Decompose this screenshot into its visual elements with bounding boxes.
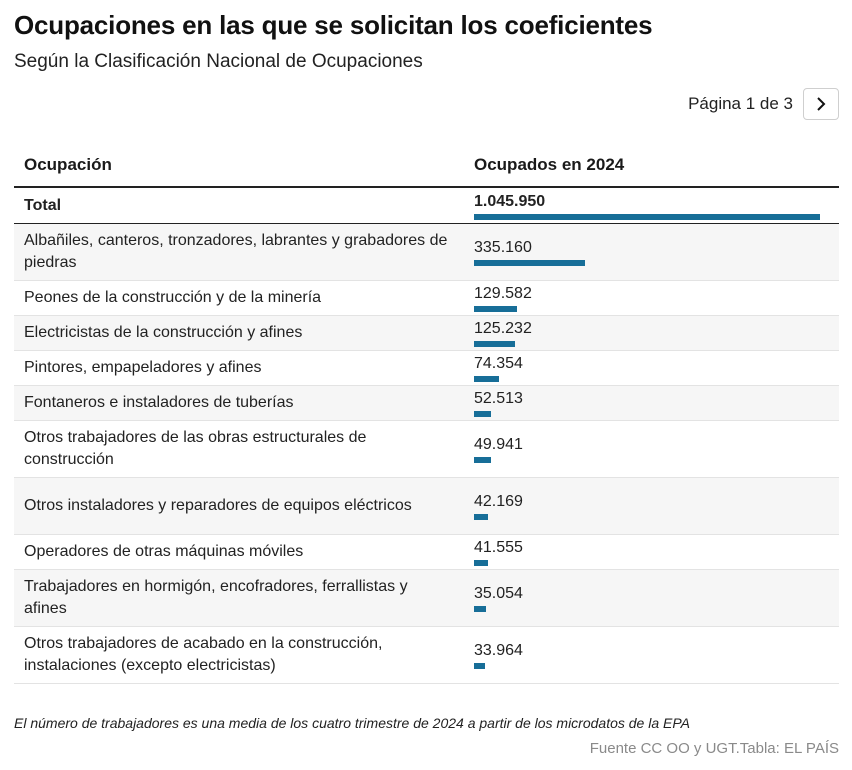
table-row: Operadores de otras máquinas móviles 41.5…	[14, 534, 839, 570]
employed-value-cell: 335.160	[464, 223, 839, 281]
occupation-label: Electricistas de la construcción y afine…	[14, 315, 464, 351]
table-row: Otros instaladores y reparadores de equi…	[14, 477, 839, 535]
occupation-label: Otros trabajadores de las obras estructu…	[14, 420, 464, 478]
occupation-label: Fontaneros e instaladores de tuberías	[14, 385, 464, 421]
source-credit: Fuente CC OO y UGT.Tabla: EL PAÍS	[589, 740, 839, 757]
column-header-occupation: Ocupación	[14, 145, 464, 188]
employed-value-cell: 33.964	[464, 626, 839, 684]
occupation-label: Peones de la construcción y de la minerí…	[14, 280, 464, 316]
value-bar	[474, 663, 485, 669]
value-bar	[474, 411, 491, 417]
occupation-label: Otros trabajadores de acabado en la cons…	[14, 626, 464, 684]
table-header-row: Ocupación Ocupados en 2024	[14, 145, 839, 188]
total-bar	[474, 213, 820, 220]
chart-subtitle: Según la Clasificación Nacional de Ocupa…	[14, 51, 423, 72]
employed-value: 129.582	[474, 285, 532, 302]
table-row: Otros trabajadores de las obras estructu…	[14, 420, 839, 478]
employed-value-cell: 41.555	[464, 534, 839, 570]
employed-value: 41.555	[474, 539, 523, 556]
column-header-employed: Ocupados en 2024	[464, 145, 839, 188]
chevron-right-icon	[817, 97, 826, 111]
value-bar	[474, 341, 515, 347]
total-value: 1.045.950	[474, 192, 546, 210]
footnote: El número de trabajadores es una media d…	[14, 715, 690, 731]
value-bar	[474, 606, 486, 612]
employed-value: 33.964	[474, 642, 523, 659]
total-value-cell: 1.045.950	[464, 187, 839, 224]
value-bar	[474, 560, 488, 566]
employed-value-cell: 125.232	[464, 315, 839, 351]
table-row: Peones de la construcción y de la minerí…	[14, 280, 839, 316]
employed-value-cell: 42.169	[464, 477, 839, 535]
employed-value-cell: 52.513	[464, 385, 839, 421]
employed-value-cell: 74.354	[464, 350, 839, 386]
pagination-label: Página 1 de 3	[688, 94, 793, 113]
employed-value: 335.160	[474, 239, 532, 256]
occupation-label: Otros instaladores y reparadores de equi…	[14, 477, 464, 535]
occupations-table: Ocupación Ocupados en 2024 Total 1.045.9…	[14, 145, 839, 684]
value-bar	[474, 260, 585, 266]
occupation-label: Operadores de otras máquinas móviles	[14, 534, 464, 570]
table-row: Albañiles, canteros, tronzadores, labran…	[14, 223, 839, 281]
employed-value: 52.513	[474, 390, 523, 407]
employed-value-cell: 35.054	[464, 569, 839, 627]
employed-value: 49.941	[474, 436, 523, 453]
value-bar	[474, 457, 491, 463]
chart-title: Ocupaciones en las que se solicitan los …	[14, 10, 653, 40]
occupation-label: Pintores, empapeladores y afines	[14, 350, 464, 386]
occupation-label: Trabajadores en hormigón, encofradores, …	[14, 569, 464, 627]
table-row: Trabajadores en hormigón, encofradores, …	[14, 569, 839, 627]
pagination: Página 1 de 3	[688, 88, 839, 120]
employed-value: 74.354	[474, 355, 523, 372]
table-row: Pintores, empapeladores y afines 74.354	[14, 350, 839, 386]
table-row: Fontaneros e instaladores de tuberías 52.…	[14, 385, 839, 421]
value-bar	[474, 306, 517, 312]
table-row: Electricistas de la construcción y afine…	[14, 315, 839, 351]
employed-value: 35.054	[474, 585, 523, 602]
value-bar	[474, 514, 488, 520]
employed-value-cell: 129.582	[464, 280, 839, 316]
employed-value: 42.169	[474, 493, 523, 510]
table-row: Otros trabajadores de acabado en la cons…	[14, 626, 839, 684]
total-label: Total	[14, 187, 464, 224]
total-row: Total 1.045.950	[14, 187, 839, 224]
value-bar	[474, 376, 499, 382]
employed-value-cell: 49.941	[464, 420, 839, 478]
next-page-button[interactable]	[803, 88, 839, 120]
employed-value: 125.232	[474, 320, 532, 337]
occupation-label: Albañiles, canteros, tronzadores, labran…	[14, 223, 464, 281]
